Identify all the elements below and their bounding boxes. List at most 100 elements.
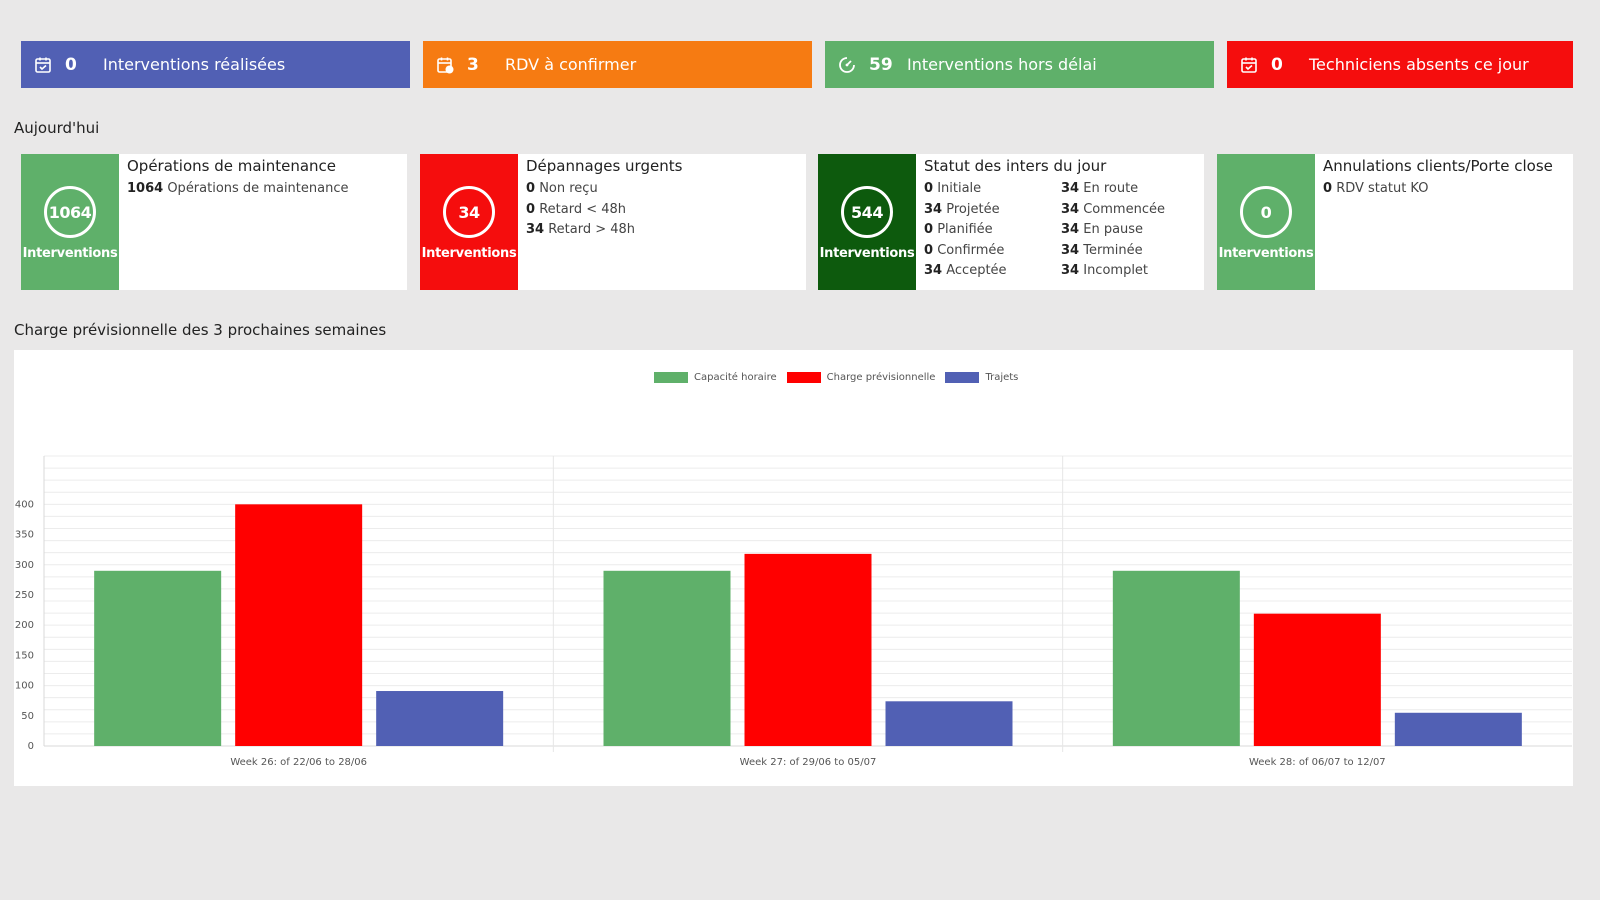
- bar-capacit-horaire: [94, 570, 222, 746]
- bar-capacit-horaire: [1112, 570, 1240, 746]
- card-badge: 1064 Interventions: [21, 154, 119, 290]
- section-title-forecast: Charge prévisionnelle des 3 prochaines s…: [14, 321, 387, 339]
- status-line: 34 Acceptée: [924, 263, 1061, 284]
- status-line: 34 En route: [1061, 181, 1198, 202]
- kpi-label: Techniciens absents ce jour: [1309, 55, 1529, 74]
- status-line: 34 Commencée: [1061, 202, 1198, 223]
- card-title: Opérations de maintenance: [127, 157, 337, 175]
- line-text: Projetée: [946, 201, 1000, 217]
- calendar-check-icon: [33, 55, 53, 75]
- x-tick-label: Week 28: of 06/07 to 12/07: [1249, 757, 1386, 768]
- kpi-label: RDV à confirmer: [505, 55, 637, 74]
- line-text: Retard > 48h: [548, 222, 636, 237]
- line-value: 0: [924, 181, 934, 196]
- y-tick-label: 250: [15, 590, 34, 601]
- chart-legend: Capacité horaire Charge prévisionnelle T…: [654, 372, 1028, 383]
- line-text: Planifiée: [937, 222, 993, 237]
- card-title: Annulations clients/Porte close: [1323, 157, 1553, 175]
- y-tick-label: 300: [15, 560, 34, 571]
- card-line: 1064 Opérations de maintenance: [127, 181, 401, 202]
- y-tick-label: 100: [15, 681, 34, 692]
- card-annulations[interactable]: 0 Interventions Annulations clients/Port…: [1217, 154, 1573, 290]
- kpi-interventions-hors-delai[interactable]: 59 Interventions hors délai: [825, 41, 1214, 88]
- section-title-today: Aujourd'hui: [14, 119, 100, 137]
- kpi-value: 0: [65, 54, 77, 75]
- card-title: Statut des inters du jour: [924, 157, 1107, 175]
- calendar-check-icon: [1239, 55, 1259, 75]
- legend-label: Charge prévisionnelle: [826, 372, 936, 383]
- kpi-bar: 0 Interventions réalisées 3 RDV à confir…: [21, 41, 1573, 88]
- legend-label: Capacité horaire: [694, 372, 777, 383]
- status-line: 0 Confirmée: [924, 243, 1061, 264]
- count-ring: 0: [1240, 186, 1292, 238]
- kpi-value: 59: [869, 54, 893, 75]
- line-text: Retard < 48h: [539, 201, 627, 217]
- status-line: 34 Incomplet: [1061, 263, 1198, 284]
- bar-charge-pr-visionnelle: [744, 553, 872, 746]
- line-text: RDV statut KO: [1336, 181, 1429, 196]
- kpi-techniciens-absents[interactable]: 0 Techniciens absents ce jour: [1227, 41, 1573, 88]
- line-text: Non reçu: [539, 181, 598, 196]
- line-value: 1064: [127, 181, 164, 196]
- kpi-label: Interventions réalisées: [103, 55, 286, 74]
- count-ring: 34: [443, 186, 495, 238]
- y-tick-label: 150: [15, 650, 34, 661]
- line-value: 34: [1061, 201, 1080, 217]
- forecast-chart-panel: Capacité horaire Charge prévisionnelle T…: [14, 350, 1573, 786]
- status-line: 34 Projetée: [924, 202, 1061, 223]
- card-badge: 544 Interventions: [818, 154, 916, 290]
- badge-label: Interventions: [1218, 246, 1314, 261]
- clock-icon: [837, 55, 857, 75]
- bar-trajets: [1394, 712, 1522, 746]
- card-line: 0 Non reçu: [526, 181, 800, 202]
- x-tick-label: Week 27: of 29/06 to 05/07: [740, 757, 877, 768]
- card-badge: 34 Interventions: [420, 154, 518, 290]
- line-value: 0: [526, 201, 536, 217]
- legend-item-charge[interactable]: Charge prévisionnelle: [786, 372, 936, 383]
- status-line: 0 Planifiée: [924, 222, 1061, 243]
- line-value: 34: [924, 263, 943, 278]
- legend-label: Trajets: [985, 372, 1019, 383]
- line-text: Incomplet: [1083, 263, 1149, 278]
- line-text: Opérations de maintenance: [167, 181, 349, 196]
- kpi-interventions-realisees[interactable]: 0 Interventions réalisées: [21, 41, 410, 88]
- card-line: 0 Retard < 48h: [526, 202, 800, 223]
- line-text: En route: [1083, 181, 1139, 196]
- card-badge: 0 Interventions: [1217, 154, 1315, 290]
- card-title: Dépannages urgents: [526, 157, 683, 175]
- status-line: 34 Terminée: [1061, 243, 1198, 264]
- bar-trajets: [885, 701, 1013, 746]
- card-maintenance[interactable]: 1064 Interventions Opérations de mainten…: [21, 154, 407, 290]
- card-depannages-urgents[interactable]: 34 Interventions Dépannages urgents 0 No…: [420, 154, 806, 290]
- y-tick-label: 400: [15, 499, 34, 510]
- line-value: 34: [1061, 222, 1080, 237]
- legend-item-capacite[interactable]: Capacité horaire: [654, 372, 777, 383]
- line-value: 34: [526, 222, 545, 237]
- kpi-rdv-a-confirmer[interactable]: 3 RDV à confirmer: [423, 41, 812, 88]
- legend-swatch: [786, 372, 821, 383]
- legend-item-trajets[interactable]: Trajets: [945, 372, 1018, 383]
- y-tick-label: 50: [21, 711, 34, 722]
- bar-charge-pr-visionnelle: [235, 504, 363, 746]
- line-value: 0: [924, 242, 934, 258]
- badge-label: Interventions: [22, 246, 118, 261]
- legend-swatch: [654, 372, 688, 383]
- count-ring: 1064: [44, 186, 96, 238]
- line-value: 34: [1061, 242, 1080, 258]
- line-text: Acceptée: [946, 263, 1007, 278]
- line-text: Terminée: [1083, 242, 1143, 258]
- legend-swatch: [945, 372, 980, 383]
- line-text: Confirmée: [937, 242, 1005, 258]
- line-value: 34: [1061, 263, 1080, 278]
- card-statut-inters[interactable]: 544 Interventions Statut des inters du j…: [818, 154, 1204, 290]
- card-line: 0 RDV statut KO: [1323, 181, 1567, 202]
- calendar-clock-icon: [435, 55, 455, 75]
- status-line: 0 Initiale: [924, 181, 1061, 202]
- bar-chart: 0 50 100 150 200 250 300 350 400 Week 26: of 22/0…: [15, 455, 1572, 768]
- badge-label: Interventions: [421, 246, 517, 261]
- kpi-value: 3: [467, 54, 479, 75]
- line-value: 0: [1323, 181, 1333, 196]
- y-tick-label: 350: [15, 530, 34, 541]
- count-ring: 544: [841, 186, 893, 238]
- bar-trajets: [376, 691, 504, 746]
